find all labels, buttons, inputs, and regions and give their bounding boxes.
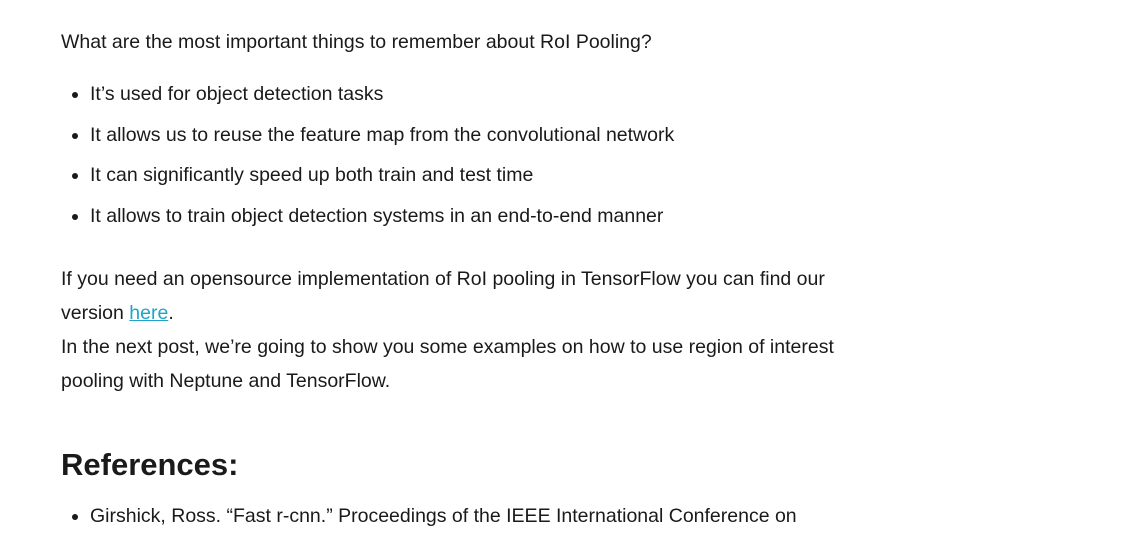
- next-post-line-2: pooling with Neptune and TensorFlow.: [61, 370, 391, 392]
- references-heading: References:: [61, 447, 239, 482]
- implementation-line-2-suffix: .: [168, 302, 174, 324]
- list-item: It’s used for object detection tasks: [71, 83, 384, 105]
- list-item: It can significantly speed up both train…: [71, 164, 534, 186]
- next-post-line-1: In the next post, we’re going to show yo…: [61, 336, 834, 358]
- implementation-line-1: If you need an opensource implementation…: [61, 268, 825, 290]
- implementation-paragraph: If you need an opensource implementation…: [61, 262, 881, 398]
- implementation-line-2-prefix: version: [61, 302, 130, 324]
- reference-item: Girshick, Ross. “Fast r-cnn.” Proceeding…: [72, 505, 797, 527]
- list-item: It allows to train object detection syst…: [71, 205, 664, 227]
- intro-question: What are the most important things to re…: [61, 31, 652, 53]
- list-item: It allows us to reuse the feature map fr…: [71, 124, 675, 146]
- here-link[interactable]: here: [129, 302, 169, 324]
